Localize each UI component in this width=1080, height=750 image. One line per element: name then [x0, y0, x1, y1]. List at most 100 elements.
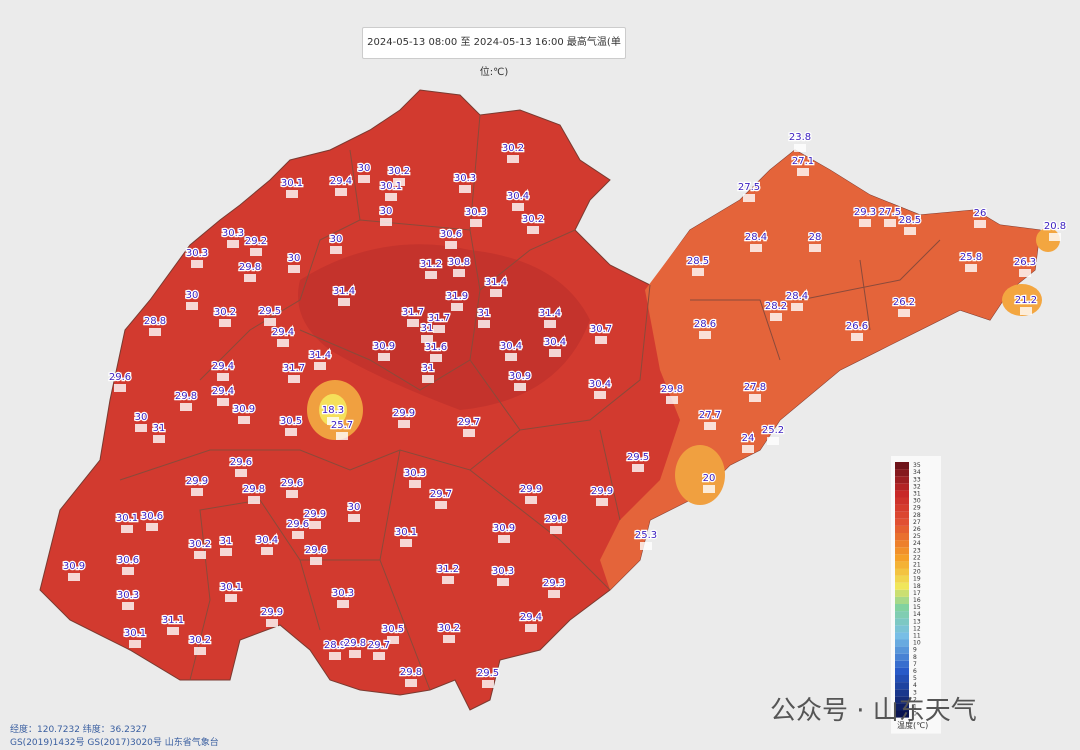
station-name-box	[743, 194, 755, 202]
station-name-box	[180, 403, 192, 411]
station-name-box	[373, 652, 385, 660]
legend-tick-label: 35	[913, 462, 921, 469]
station-name-box	[217, 373, 229, 381]
station-value: 31.7	[283, 363, 305, 374]
legend-tick-label: 13	[913, 618, 921, 625]
station-value: 20.8	[1044, 221, 1066, 232]
legend-swatch	[895, 653, 909, 661]
station-name-box	[770, 313, 782, 321]
legend-swatch	[895, 639, 909, 647]
legend-tick-label: 31	[913, 490, 921, 497]
legend-swatch	[895, 561, 909, 569]
legend-tick-label: 11	[913, 632, 921, 639]
station-value: 30.3	[404, 468, 426, 479]
station-name-box	[220, 548, 232, 556]
station-value: 30.2	[438, 623, 460, 634]
station-value: 29.4	[272, 327, 294, 338]
station-value: 27.5	[738, 182, 760, 193]
station-name-box	[248, 496, 260, 504]
station-name-box	[421, 335, 433, 343]
legend-tick-label: 19	[913, 576, 921, 583]
legend-swatch	[895, 525, 909, 533]
station-name-box	[335, 188, 347, 196]
legend-tick-label: 30	[913, 498, 921, 505]
coords: 经度：120.7232 纬度：36.2327	[10, 725, 148, 735]
station-name-box	[225, 594, 237, 602]
station-name-box	[742, 445, 754, 453]
station-name-box	[594, 391, 606, 399]
legend-tick-label: 18	[913, 583, 921, 590]
station-value: 30.5	[280, 416, 302, 427]
station-name-box	[498, 535, 510, 543]
station-name-box	[704, 422, 716, 430]
station-name-box	[227, 240, 239, 248]
station-value: 27.8	[744, 382, 766, 393]
station-name-box	[329, 652, 341, 660]
station-value: 31.7	[402, 307, 424, 318]
station-name-box	[859, 219, 871, 227]
station-name-box	[405, 679, 417, 687]
station-value: 29.4	[212, 386, 234, 397]
legend-tick-label: 24	[913, 540, 921, 547]
station-value: 29.6	[305, 545, 327, 556]
legend-tick-label: 2	[913, 696, 917, 703]
station-value: 30.3	[454, 173, 476, 184]
legend-swatch	[895, 497, 909, 505]
station-name-box	[409, 480, 421, 488]
legend-tick-label: 22	[913, 554, 921, 561]
station-name-box	[453, 269, 465, 277]
station-value: 27.7	[699, 410, 721, 421]
station-value: 29.4	[212, 361, 234, 372]
station-value: 30.9	[509, 371, 531, 382]
station-value: 29.8	[661, 384, 683, 395]
legend: 0123456789101112131415161718192021222324…	[891, 456, 941, 734]
station-value: 30.3	[465, 207, 487, 218]
station-name-box	[459, 185, 471, 193]
legend-tick-label: 21	[913, 561, 921, 568]
station-name-box	[749, 394, 761, 402]
legend-tick-label: 16	[913, 597, 921, 604]
station-name-box	[348, 514, 360, 522]
station-name-box	[497, 578, 509, 586]
station-name-box	[327, 417, 339, 425]
station-name-box	[1020, 307, 1032, 315]
station-name-box	[238, 416, 250, 424]
legend-swatch	[895, 596, 909, 604]
station-name-box	[435, 501, 447, 509]
station-name-box	[525, 496, 537, 504]
station-name-box	[478, 320, 490, 328]
station-name-box	[393, 178, 405, 186]
station-name-box	[286, 190, 298, 198]
station-name-box	[525, 624, 537, 632]
station-value: 31	[153, 423, 166, 434]
station-name-box	[974, 220, 986, 228]
legend-tick-label: 7	[913, 661, 917, 668]
station-name-box	[378, 353, 390, 361]
station-name-box	[666, 396, 678, 404]
station-value: 29.6	[287, 519, 309, 530]
station-name-box	[135, 424, 147, 432]
station-value: 31.4	[309, 350, 331, 361]
station-name-box	[750, 244, 762, 252]
station-value: 28.6	[694, 319, 716, 330]
station-value: 30.3	[332, 588, 354, 599]
legend-tick-label: 25	[913, 533, 921, 540]
station-value: 31	[220, 536, 233, 547]
station-name-box	[425, 271, 437, 279]
station-name-box	[1049, 233, 1061, 241]
station-name-box	[285, 428, 297, 436]
station-value: 30.6	[440, 229, 462, 240]
legend-swatch	[895, 625, 909, 633]
station-name-box	[550, 526, 562, 534]
station-value: 29.8	[243, 484, 265, 495]
station-name-box	[380, 218, 392, 226]
station-name-box	[514, 383, 526, 391]
station-value: 26.3	[1014, 257, 1036, 268]
legend-swatch	[895, 696, 909, 704]
station-name-box	[433, 325, 445, 333]
station-value: 31.4	[333, 286, 355, 297]
station-value: 20	[703, 473, 716, 484]
legend-swatch	[895, 511, 909, 519]
legend-swatch	[895, 667, 909, 675]
station-value: 30.9	[373, 341, 395, 352]
